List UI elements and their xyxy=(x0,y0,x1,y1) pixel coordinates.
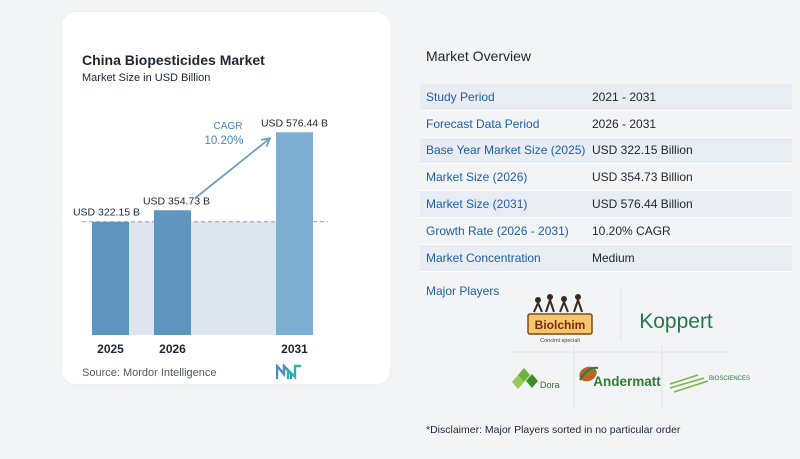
svg-text:BIOSCIENCES: BIOSCIENCES xyxy=(709,376,750,382)
biolchim-logo: Biolchim Concimi speciali xyxy=(527,294,593,344)
overview-row-value: 2021 - 2031 xyxy=(592,89,657,104)
baseline-band xyxy=(129,221,276,335)
bioworks-logo: BIOSCIENCES xyxy=(669,374,750,393)
koppert-logo: Koppert xyxy=(639,310,713,333)
overview-row-value: Medium xyxy=(592,250,635,265)
svg-text:Andermatt: Andermatt xyxy=(593,374,661,389)
overview-row: Forecast Data Period 2026 - 2031 xyxy=(420,111,792,138)
chart-title: China Biopesticides Market xyxy=(82,52,265,68)
overview-title: Market Overview xyxy=(426,48,532,64)
overview-row-key: Market Size (2026) xyxy=(426,170,528,185)
mordor-intelligence-logo xyxy=(276,364,301,380)
overview-row-key: Market Concentration xyxy=(426,250,541,265)
bar-2031 xyxy=(276,132,313,335)
x-tick-label: 2026 xyxy=(159,342,186,356)
overview-row: Market Size (2031) USD 576.44 Billion xyxy=(420,191,792,218)
overview-row: Market Size (2026) USD 354.73 Billion xyxy=(420,164,792,192)
overview-row-value: 10.20% CAGR xyxy=(592,223,671,238)
overview-row-key: Forecast Data Period xyxy=(426,116,540,131)
overview-row-key: Base Year Market Size (2025) xyxy=(426,143,586,158)
bar-2025 xyxy=(92,221,129,335)
players-logo-grid: Biolchim Concimi speciali Koppert Dora A… xyxy=(512,286,750,408)
chart-card: China Biopesticides Market Market Size i… xyxy=(62,12,390,384)
x-tick-label: 2025 xyxy=(97,342,124,356)
bar-value-label: USD 354.73 B xyxy=(143,195,210,207)
overview-row: Market Concentration Medium xyxy=(420,244,792,272)
overview-row-value: USD 322.15 Billion xyxy=(592,143,693,158)
cagr-arrowhead xyxy=(260,137,272,147)
bar-chart: USD 322.15 B 2025 USD 354.73 B 2026 USD 576.… xyxy=(73,117,328,356)
overview-row: Base Year Market Size (2025) USD 322.15 B… xyxy=(420,137,792,165)
overview-row: Growth Rate (2026 - 2031) 10.20% CAGR xyxy=(420,218,792,245)
overview-table: Study Period 2021 - 2031 Forecast Data Per… xyxy=(420,84,792,272)
overview-row: Study Period 2021 - 2031 xyxy=(420,84,792,111)
bar-2026 xyxy=(154,210,191,335)
cagr-arrow xyxy=(194,137,271,199)
andermatt-logo: Andermatt xyxy=(579,366,661,389)
svg-text:Biolchim: Biolchim xyxy=(535,318,586,332)
svg-text:Concimi speciali: Concimi speciali xyxy=(540,338,580,344)
svg-text:Koppert: Koppert xyxy=(639,310,713,333)
overview-row-value: USD 354.73 Billion xyxy=(592,170,693,185)
dora-logo: Dora xyxy=(512,368,560,390)
cagr-label: CAGR xyxy=(214,121,243,132)
source-note: Source: Mordor Intelligence xyxy=(82,367,217,379)
overview-row-value: 2026 - 2031 xyxy=(592,116,657,131)
bar-value-label: USD 322.15 B xyxy=(73,207,140,219)
overview-row-key: Growth Rate (2026 - 2031) xyxy=(426,223,569,238)
market-overview-panel: Market Overview Study Period 2021 - 2031 F… xyxy=(412,0,800,459)
disclaimer: *Disclaimer: Major Players sorted in no … xyxy=(426,424,681,436)
bar-value-label: USD 576.44 B xyxy=(261,117,328,129)
x-tick-label: 2031 xyxy=(281,342,308,356)
overview-row-key: Study Period xyxy=(426,89,495,104)
cagr-value: 10.20% xyxy=(204,135,243,147)
overview-row-key: Market Size (2031) xyxy=(426,197,528,212)
major-players-label: Major Players xyxy=(426,284,500,298)
svg-text:Dora: Dora xyxy=(540,380,560,390)
chart-subtitle: Market Size in USD Billion xyxy=(82,72,211,84)
overview-row-value: USD 576.44 Billion xyxy=(592,197,693,212)
